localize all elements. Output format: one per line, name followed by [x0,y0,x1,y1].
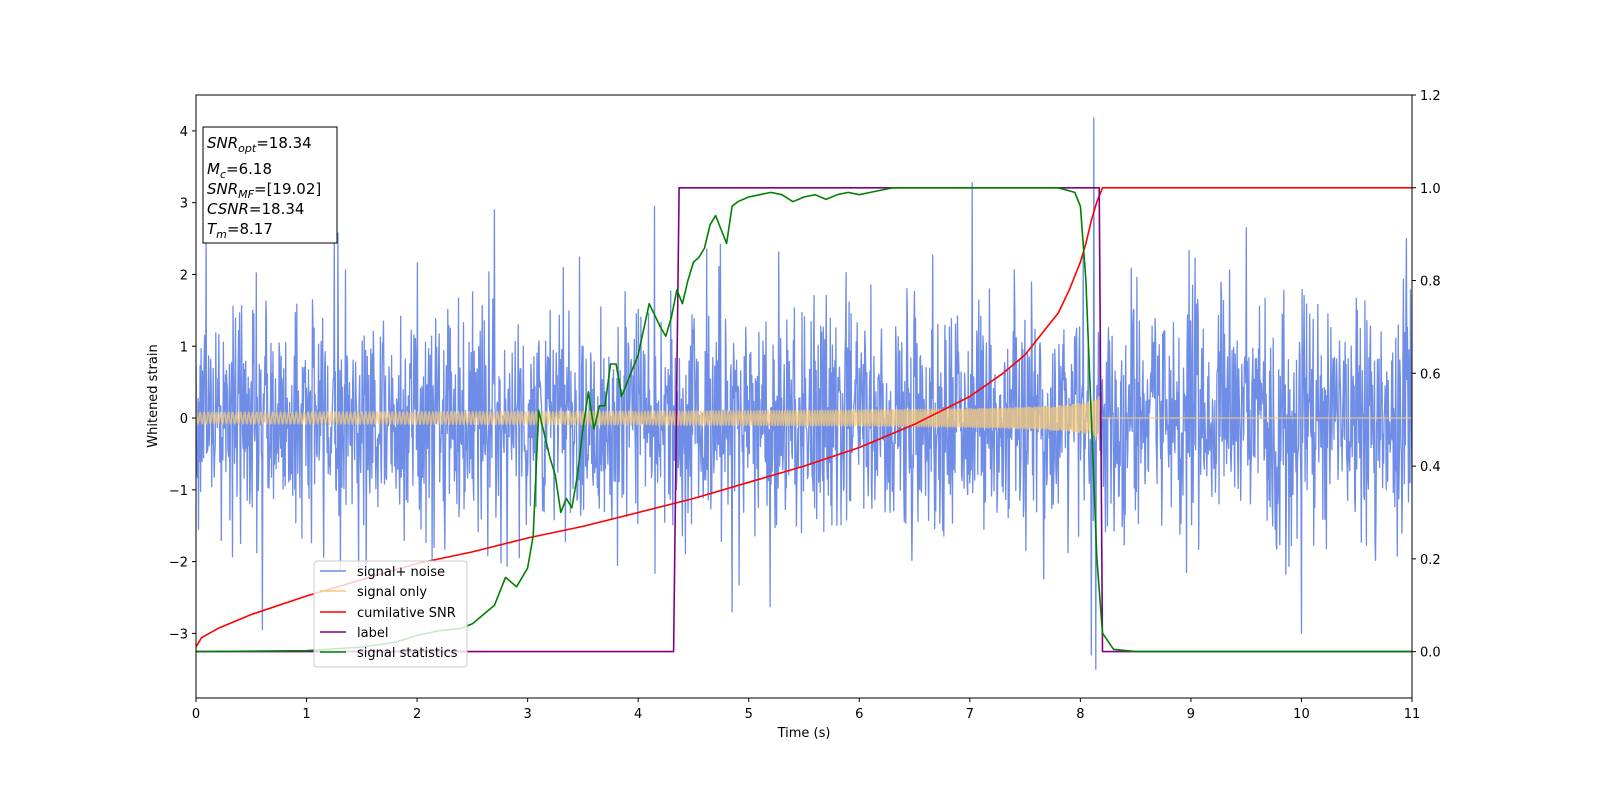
y2-tick-label: 0.8 [1420,275,1441,290]
y-tick-label: 3 [180,197,188,212]
y-tick-label: −2 [169,556,188,571]
axis-layer: 0 1 2 3 4 5 6 7 8 9 10 11 −3 −2 −1 0 1 2 3 4 0.0 0.2 0.4 0.6 0.8… [169,89,1441,722]
info-tm: Tm=8.17 [207,220,273,241]
x-tick-label: 6 [855,707,863,722]
y2-tick-label: 1.0 [1420,182,1441,197]
legend-label-signal-statistics: signal statistics [357,646,458,661]
y2-tick-label: 0.4 [1420,460,1441,475]
legend: signal+ noise signal only cumilative SNR… [313,560,468,668]
y-tick-label: 2 [180,268,188,283]
x-tick-label: 0 [192,707,200,722]
x-axis-label: Time (s) [777,726,831,741]
x-tick-label: 1 [302,707,310,722]
y-tick-label: 1 [180,340,188,355]
x-tick-label: 7 [966,707,974,722]
info-mc: Mc=6.18 [207,160,272,181]
x-tick-label: 5 [745,707,753,722]
info-snr-mf: SNRMF=[19.02] [207,180,321,201]
y2-tick-label: 0.2 [1420,553,1441,568]
info-snr-opt: SNRopt=18.34 [207,134,312,155]
y-tick-label: −1 [169,484,188,499]
y2-tick-label: 0.6 [1420,367,1441,382]
info-box: SNRopt=18.34 Mc=6.18 SNRMF=[19.02] CSNR=… [202,126,338,244]
x-tick-label: 2 [413,707,421,722]
legend-label-signal-noise: signal+ noise [357,565,445,580]
y2-tick-label: 0.0 [1420,646,1441,661]
x-tick-label: 11 [1404,707,1421,722]
x-tick-label: 4 [634,707,642,722]
legend-label-cumilative-snr: cumilative SNR [357,606,456,621]
y-tick-label: 4 [180,125,188,140]
legend-label-signal-only: signal only [357,585,427,600]
series-line-signal-only [196,396,1412,440]
x-tick-label: 9 [1187,707,1195,722]
info-box-frame [202,126,338,244]
series-line-signal-statistics [196,187,1412,653]
x-tick-label: 10 [1293,707,1310,722]
y-tick-label: 0 [180,412,188,427]
x-tick-label: 8 [1076,707,1084,722]
y2-tick-label: 1.2 [1420,89,1441,104]
y-tick-label: −3 [169,627,188,642]
plot-frame [195,94,1413,699]
y-axis-label: Whitened strain [146,344,161,447]
legend-label-label: label [357,626,388,641]
x-tick-label: 3 [523,707,531,722]
legend-frame [313,560,468,668]
info-csnr: CSNR=18.34 [207,200,304,218]
